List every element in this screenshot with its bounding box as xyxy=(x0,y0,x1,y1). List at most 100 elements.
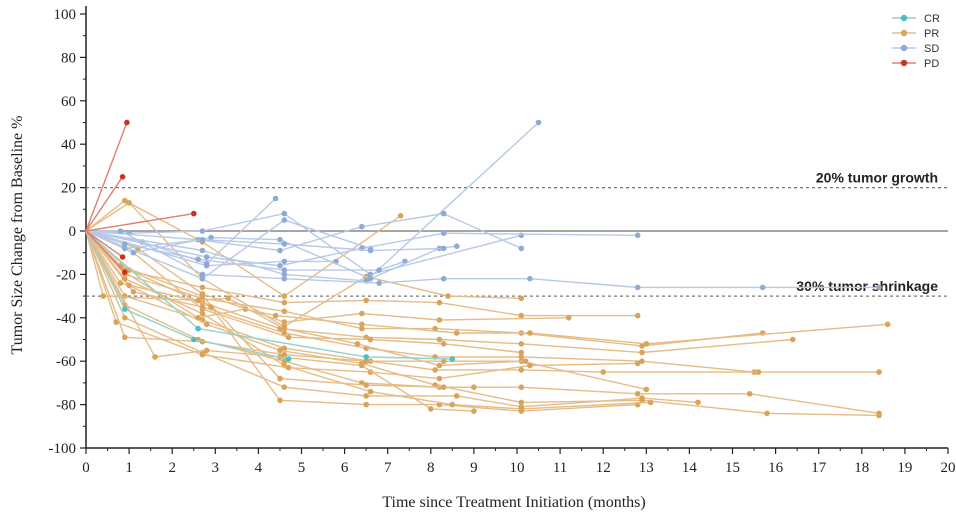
data-point xyxy=(440,210,447,217)
patient-series-pd xyxy=(85,210,197,232)
data-point xyxy=(522,358,529,365)
data-point xyxy=(397,213,404,219)
data-point xyxy=(634,360,641,367)
data-point xyxy=(281,267,288,273)
data-point xyxy=(117,280,124,286)
patient-line xyxy=(85,230,638,412)
data-point xyxy=(122,245,128,252)
patient-line xyxy=(85,230,457,280)
data-point xyxy=(199,291,206,297)
data-point xyxy=(453,243,460,249)
data-point xyxy=(124,119,130,126)
data-point xyxy=(471,408,477,414)
data-point xyxy=(518,341,525,347)
data-point xyxy=(208,304,214,310)
data-point xyxy=(436,375,443,382)
legend-label: PD xyxy=(924,58,939,70)
data-point xyxy=(436,362,443,369)
data-point xyxy=(876,284,882,291)
data-point xyxy=(367,275,374,282)
data-point xyxy=(119,254,126,260)
patient-series-sd xyxy=(85,217,374,282)
patient-line xyxy=(85,230,406,271)
reference-line-label: 30% tumor shrinkage xyxy=(796,278,938,294)
data-point xyxy=(281,351,288,358)
data-point xyxy=(876,412,882,419)
data-point xyxy=(764,410,770,417)
y-axis-title: Tumor Size Change from Baseline % xyxy=(9,116,26,355)
legend-item-pr: PR xyxy=(892,28,939,40)
data-point xyxy=(277,397,283,404)
data-point xyxy=(634,232,641,239)
data-point xyxy=(565,315,572,321)
patient-line xyxy=(85,230,651,410)
legend-label: SD xyxy=(924,43,939,55)
y-tick-label: -100 xyxy=(49,441,77,457)
data-point xyxy=(113,319,119,325)
data-point xyxy=(440,341,447,347)
legend-label: CR xyxy=(924,13,940,25)
patient-line xyxy=(86,230,879,289)
data-point xyxy=(126,282,132,289)
y-tick-label: 100 xyxy=(54,7,77,23)
y-tick-label: 40 xyxy=(61,137,76,153)
data-point xyxy=(152,354,158,360)
legend-marker xyxy=(900,14,908,22)
data-point xyxy=(527,362,533,369)
patient-series-pd xyxy=(85,174,126,232)
patient-series-pr xyxy=(85,230,641,382)
x-tick-label: 9 xyxy=(470,460,478,476)
reference-lines: 20% tumor growth 30% tumor shrinkage xyxy=(86,170,948,297)
data-point xyxy=(440,230,447,236)
legend-item-sd: SD xyxy=(892,43,939,55)
data-point xyxy=(272,195,279,202)
data-point xyxy=(436,299,443,306)
data-point xyxy=(600,369,606,375)
y-tick-label: 20 xyxy=(61,181,76,197)
data-point xyxy=(453,393,460,399)
data-point xyxy=(285,356,292,362)
data-point xyxy=(119,174,126,180)
x-tick-label: 14 xyxy=(682,460,698,476)
data-point xyxy=(518,354,525,360)
patient-series-pr xyxy=(85,230,654,412)
x-tick-label: 19 xyxy=(897,460,912,476)
data-point xyxy=(281,384,288,391)
y-tick-label: 0 xyxy=(69,224,77,240)
data-point xyxy=(281,258,288,265)
y-tick-label: -20 xyxy=(56,267,76,283)
patient-line xyxy=(85,230,126,273)
data-point xyxy=(122,315,128,321)
data-point xyxy=(281,217,288,223)
reference-line-label: 20% tumor growth xyxy=(816,170,938,186)
data-point xyxy=(122,241,128,247)
data-point xyxy=(122,334,128,341)
legend-label: PR xyxy=(924,28,939,40)
data-point xyxy=(634,284,641,291)
x-tick-label: 5 xyxy=(298,460,306,476)
data-point xyxy=(445,293,451,299)
data-point xyxy=(634,391,641,397)
data-point xyxy=(199,271,206,278)
data-point xyxy=(695,399,701,406)
patient-series xyxy=(85,119,891,419)
data-point xyxy=(884,321,891,328)
data-point xyxy=(225,295,231,302)
data-point xyxy=(376,280,382,286)
data-point xyxy=(367,336,374,343)
x-tick-label: 7 xyxy=(384,460,392,476)
data-point xyxy=(126,200,132,206)
data-point xyxy=(199,275,206,282)
data-point xyxy=(272,312,279,319)
patient-series-pd xyxy=(85,230,128,276)
data-point xyxy=(208,234,214,241)
data-point xyxy=(281,210,288,217)
x-tick-label: 3 xyxy=(212,460,220,476)
data-point xyxy=(195,325,201,332)
patient-line xyxy=(85,122,128,232)
legend-marker xyxy=(900,59,908,67)
x-tick-label: 1 xyxy=(125,460,133,476)
data-point xyxy=(449,401,456,408)
data-point xyxy=(363,401,370,408)
